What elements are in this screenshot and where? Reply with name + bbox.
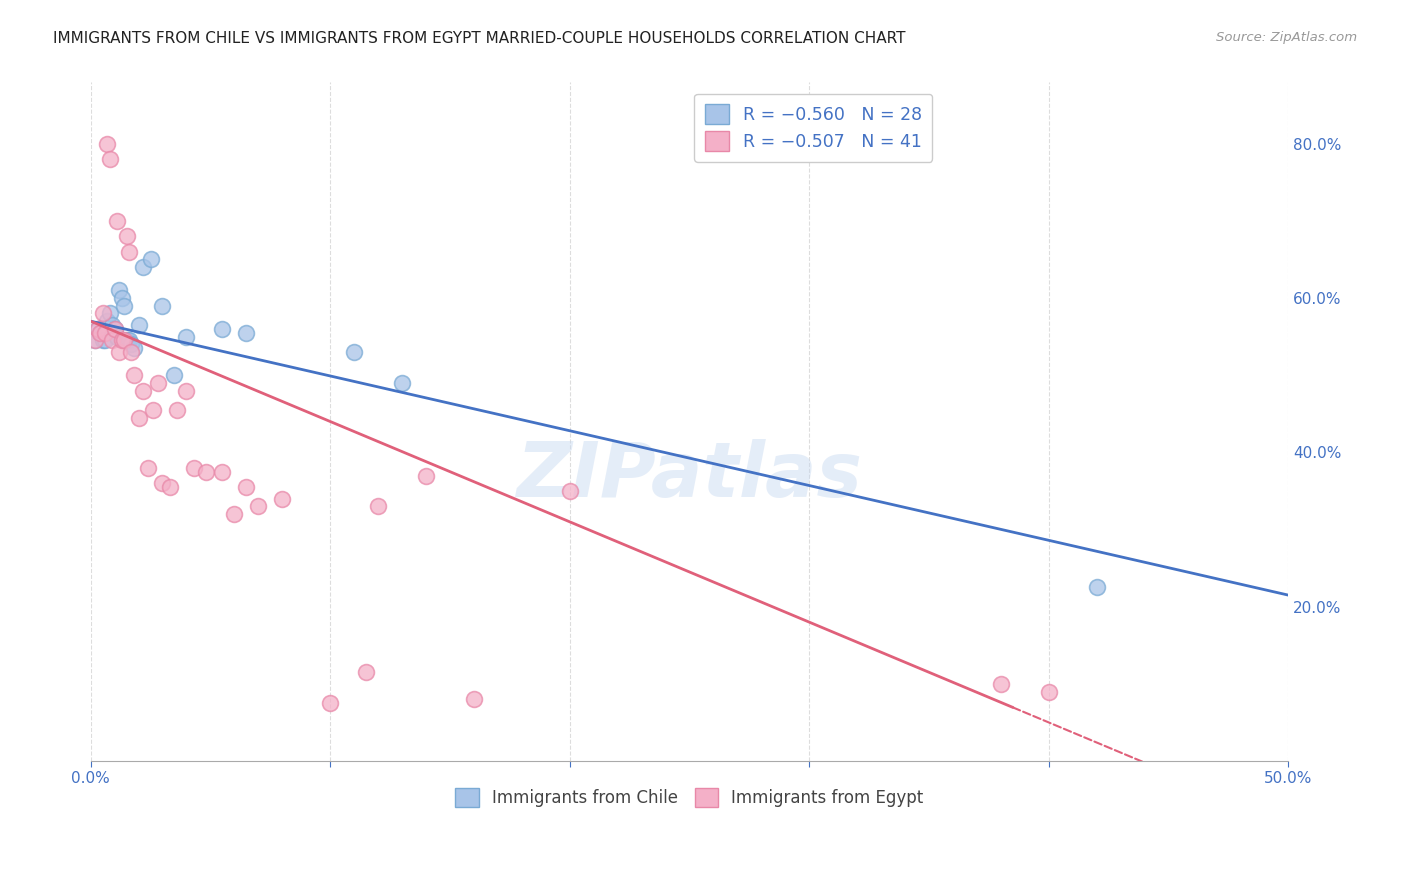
Point [89, 326, 111, 340]
Point [87, 322, 110, 336]
Point [122, 341, 145, 355]
Point [94, 326, 117, 340]
Point [91, 306, 114, 320]
Point [163, 368, 186, 383]
Point [108, 283, 131, 297]
Point [91, 334, 114, 348]
Point [224, 507, 246, 521]
Point [128, 318, 150, 332]
Point [152, 299, 174, 313]
Point [235, 480, 257, 494]
Point [176, 384, 198, 398]
Point [558, 483, 581, 498]
Point [139, 252, 162, 267]
Point [89, 326, 111, 340]
Point [111, 334, 134, 348]
Text: Source: ZipAtlas.com: Source: ZipAtlas.com [1216, 31, 1357, 45]
Point [271, 491, 294, 506]
Point [87, 322, 110, 336]
Point [211, 322, 233, 336]
Point [142, 403, 165, 417]
Point [343, 345, 366, 359]
Legend: Immigrants from Chile, Immigrants from Egypt: Immigrants from Chile, Immigrants from E… [449, 781, 931, 814]
Point [152, 476, 174, 491]
Point [367, 500, 389, 514]
Point [118, 334, 141, 348]
Point [111, 291, 134, 305]
Point [128, 410, 150, 425]
Point [235, 326, 257, 340]
Point [183, 460, 205, 475]
Point [136, 460, 159, 475]
Point [96, 136, 118, 151]
Point [132, 260, 155, 274]
Point [120, 337, 142, 351]
Point [247, 500, 270, 514]
Point [194, 465, 217, 479]
Point [94, 334, 117, 348]
Point [98, 152, 121, 166]
Point [118, 244, 141, 259]
Point [105, 214, 128, 228]
Point [354, 665, 377, 680]
Point [101, 318, 124, 332]
Point [115, 334, 138, 348]
Point [105, 329, 128, 343]
Point [391, 376, 413, 390]
Point [98, 306, 121, 320]
Point [84, 334, 107, 348]
Point [108, 345, 131, 359]
Point [211, 465, 233, 479]
Point [112, 334, 135, 348]
Point [990, 677, 1012, 691]
Point [159, 480, 181, 494]
Text: IMMIGRANTS FROM CHILE VS IMMIGRANTS FROM EGYPT MARRIED-COUPLE HOUSEHOLDS CORRELA: IMMIGRANTS FROM CHILE VS IMMIGRANTS FROM… [53, 31, 905, 46]
Point [96, 314, 118, 328]
Point [103, 322, 125, 336]
Point [1085, 581, 1108, 595]
Point [319, 696, 342, 710]
Point [103, 322, 125, 336]
Point [112, 299, 135, 313]
Point [1038, 684, 1060, 698]
Point [122, 368, 145, 383]
Point [176, 329, 198, 343]
Text: ZIPatlas: ZIPatlas [516, 439, 862, 513]
Point [463, 692, 485, 706]
Point [166, 403, 188, 417]
Point [115, 229, 138, 244]
Point [146, 376, 169, 390]
Point [101, 334, 124, 348]
Point [132, 384, 155, 398]
Point [415, 468, 437, 483]
Point [120, 345, 142, 359]
Point [84, 334, 107, 348]
